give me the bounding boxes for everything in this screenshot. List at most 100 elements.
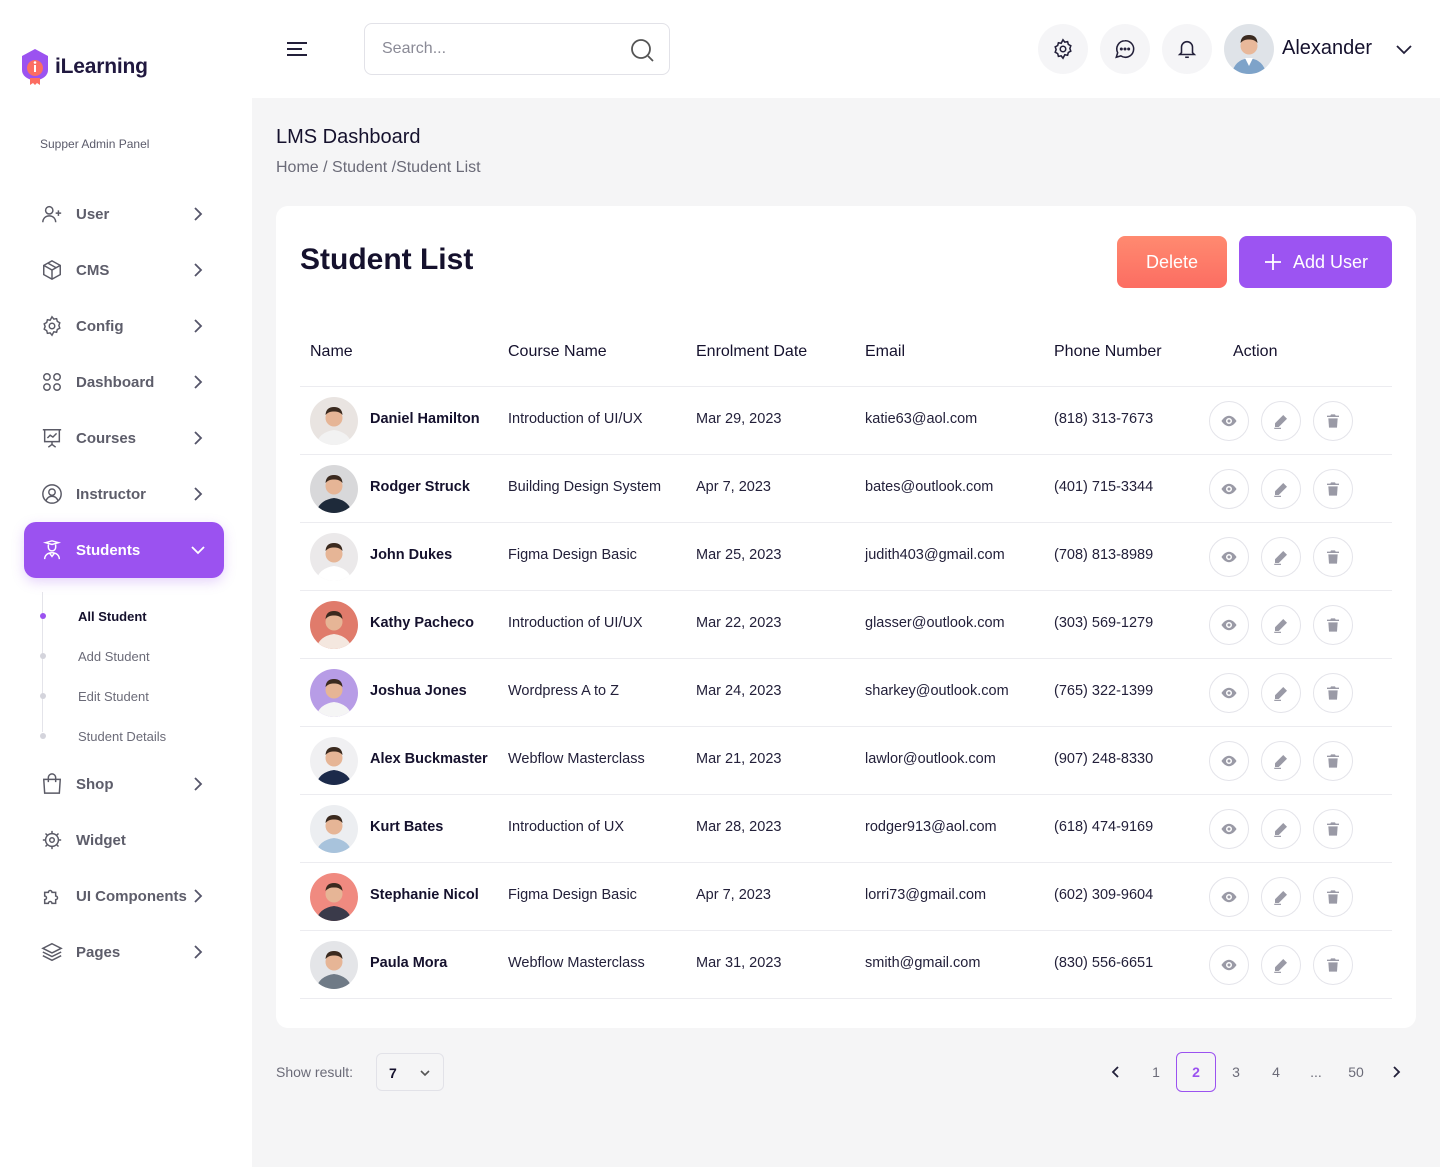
column-header-phone[interactable]: Phone Number xyxy=(1054,343,1162,360)
student-name[interactable]: Joshua Jones xyxy=(370,683,467,699)
sidebar-item-instructor[interactable]: Instructor xyxy=(24,466,224,522)
sidebar-item-shop[interactable]: Shop xyxy=(24,756,224,812)
sidebar-item-students[interactable]: Students xyxy=(24,522,224,578)
pagination-page[interactable]: 50 xyxy=(1348,1064,1364,1080)
user-avatar[interactable] xyxy=(1224,24,1274,74)
edit-button[interactable] xyxy=(1261,673,1301,713)
enrolment-date: Apr 7, 2023 xyxy=(696,479,771,495)
edit-button[interactable] xyxy=(1261,809,1301,849)
search-input[interactable] xyxy=(382,38,622,60)
submenu-item-student-details[interactable]: Student Details xyxy=(36,726,166,746)
delete-button[interactable]: Delete xyxy=(1117,236,1227,288)
view-button[interactable] xyxy=(1209,945,1249,985)
delete-row-button[interactable] xyxy=(1313,469,1353,509)
trash-icon xyxy=(1327,822,1339,836)
pagination-prev[interactable] xyxy=(1096,1052,1136,1092)
search-icon[interactable] xyxy=(629,37,655,63)
chevron-down-icon[interactable] xyxy=(1393,38,1415,60)
layers-icon xyxy=(41,941,63,963)
course-name: Introduction of UI/UX xyxy=(508,411,643,427)
view-button[interactable] xyxy=(1209,401,1249,441)
pagination-page[interactable]: 3 xyxy=(1232,1064,1240,1080)
student-name[interactable]: Paula Mora xyxy=(370,955,448,971)
bell-icon xyxy=(1177,40,1197,59)
edit-button[interactable] xyxy=(1261,469,1301,509)
view-button[interactable] xyxy=(1209,809,1249,849)
delete-row-button[interactable] xyxy=(1313,741,1353,781)
student-email: smith@gmail.com xyxy=(865,955,981,971)
notifications-button[interactable] xyxy=(1162,24,1212,74)
sidebar-item-ui-components[interactable]: UI Components xyxy=(24,868,224,924)
show-result-select[interactable]: 7 xyxy=(376,1053,444,1091)
student-name[interactable]: Rodger Struck xyxy=(370,479,470,495)
view-button[interactable] xyxy=(1209,877,1249,917)
edit-button[interactable] xyxy=(1261,605,1301,645)
table-row: John Dukes Figma Design Basic Mar 25, 20… xyxy=(300,523,1392,591)
sidebar-item-config[interactable]: Config xyxy=(24,298,224,354)
eye-icon xyxy=(1221,415,1237,427)
student-phone: (830) 556-6651 xyxy=(1054,955,1154,971)
brand-logo[interactable]: iLearning xyxy=(20,48,148,86)
card-title: Student List xyxy=(300,243,474,276)
submenu-item-add-student[interactable]: Add Student xyxy=(36,646,150,666)
pagination-page[interactable]: 4 xyxy=(1272,1064,1280,1080)
logo-icon xyxy=(22,49,48,85)
edit-button[interactable] xyxy=(1261,877,1301,917)
delete-row-button[interactable] xyxy=(1313,537,1353,577)
student-name[interactable]: Kathy Pacheco xyxy=(370,615,474,631)
student-name[interactable]: John Dukes xyxy=(370,547,453,563)
column-header-email[interactable]: Email xyxy=(865,343,906,360)
sidebar-item-dashboard[interactable]: Dashboard xyxy=(24,354,224,410)
pagination-page[interactable]: 2 xyxy=(1176,1052,1216,1092)
delete-row-button[interactable] xyxy=(1313,673,1353,713)
view-button[interactable] xyxy=(1209,605,1249,645)
table-row: Stephanie Nicol Figma Design Basic Apr 7… xyxy=(300,863,1392,931)
view-button[interactable] xyxy=(1209,673,1249,713)
student-name[interactable]: Kurt Bates xyxy=(370,819,444,835)
sidebar-item-user[interactable]: User xyxy=(24,186,224,242)
edit-button[interactable] xyxy=(1261,537,1301,577)
student-name[interactable]: Daniel Hamilton xyxy=(370,411,480,427)
submenu-item-edit-student[interactable]: Edit Student xyxy=(36,686,149,706)
avatar-image xyxy=(1224,24,1274,74)
sidebar-item-cms[interactable]: CMS xyxy=(24,242,224,298)
messages-button[interactable] xyxy=(1100,24,1150,74)
shopping-bag-icon xyxy=(41,773,63,795)
sidebar-item-widget[interactable]: Widget xyxy=(24,812,224,868)
sidebar-item-label: CMS xyxy=(76,261,110,279)
edit-button[interactable] xyxy=(1261,741,1301,781)
edit-button[interactable] xyxy=(1261,945,1301,985)
user-name[interactable]: Alexander xyxy=(1282,37,1373,59)
view-button[interactable] xyxy=(1209,741,1249,781)
delete-row-button[interactable] xyxy=(1313,809,1353,849)
submenu-item-all-student[interactable]: All Student xyxy=(36,606,147,626)
student-name[interactable]: Stephanie Nicol xyxy=(370,887,479,903)
trash-icon xyxy=(1327,958,1339,972)
sidebar-item-pages[interactable]: Pages xyxy=(24,924,224,980)
pagination-page[interactable]: 1 xyxy=(1152,1064,1160,1080)
delete-row-button[interactable] xyxy=(1313,401,1353,441)
view-button[interactable] xyxy=(1209,469,1249,509)
settings-button[interactable] xyxy=(1038,24,1088,74)
student-avatar xyxy=(310,601,358,649)
pagination-next[interactable] xyxy=(1376,1052,1416,1092)
delete-row-button[interactable] xyxy=(1313,945,1353,985)
hamburger-menu-icon[interactable] xyxy=(286,39,308,59)
view-button[interactable] xyxy=(1209,537,1249,577)
sidebar-item-courses[interactable]: Courses xyxy=(24,410,224,466)
student-phone: (602) 309-9604 xyxy=(1054,887,1154,903)
column-header-course[interactable]: Course Name xyxy=(508,343,607,360)
delete-row-button[interactable] xyxy=(1313,605,1353,645)
edit-button[interactable] xyxy=(1261,401,1301,441)
column-header-date[interactable]: Enrolment Date xyxy=(696,343,808,360)
header-divider xyxy=(300,386,1392,387)
pencil-icon xyxy=(1274,823,1287,837)
show-result-label: Show result: xyxy=(276,1064,354,1080)
column-header-name[interactable]: Name xyxy=(310,343,353,360)
gear-icon xyxy=(41,315,63,337)
add-user-button[interactable]: Add User xyxy=(1239,236,1392,288)
eye-icon xyxy=(1221,891,1237,903)
student-phone: (818) 313-7673 xyxy=(1054,411,1154,427)
student-name[interactable]: Alex Buckmaster xyxy=(370,751,488,767)
delete-row-button[interactable] xyxy=(1313,877,1353,917)
